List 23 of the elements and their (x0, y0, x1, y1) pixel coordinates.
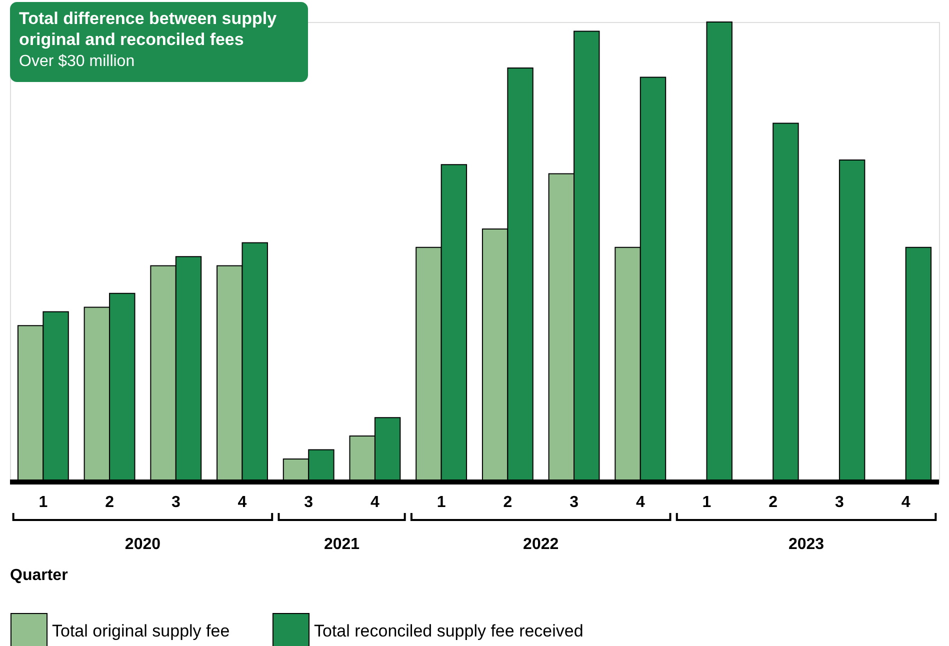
text: 2023 (788, 536, 824, 553)
x-tick-label: 1 (38, 494, 48, 511)
text: 2021 (324, 536, 360, 553)
text: Over $30 million (19, 53, 135, 70)
x-tick-label: 2 (768, 494, 778, 511)
x-tick-label: 3 (304, 494, 314, 511)
text: 2022 (523, 536, 559, 553)
legend-label: Total original supply fee (52, 621, 230, 640)
text: 2020 (124, 536, 161, 553)
x-tick-label: 1 (436, 494, 446, 511)
x-tick-label: 4 (370, 494, 380, 511)
x-tick-label: 4 (636, 494, 645, 511)
x-tick-label: 3 (570, 494, 579, 511)
x-tick-label: 3 (835, 494, 844, 511)
x-axis-title: Quarter (10, 567, 68, 584)
x-tick-label: 2 (105, 494, 114, 511)
x-tick-label: 3 (171, 494, 180, 511)
x-tick-label: 4 (238, 494, 247, 511)
chart-title: Total difference between supply original and reconciled fees (19, 9, 278, 49)
x-tick-label: 1 (702, 494, 712, 511)
x-tick-label: 2 (503, 494, 512, 511)
legend-label: Total reconciled supply fee received (314, 621, 584, 640)
x-tick-label: 4 (901, 494, 910, 511)
